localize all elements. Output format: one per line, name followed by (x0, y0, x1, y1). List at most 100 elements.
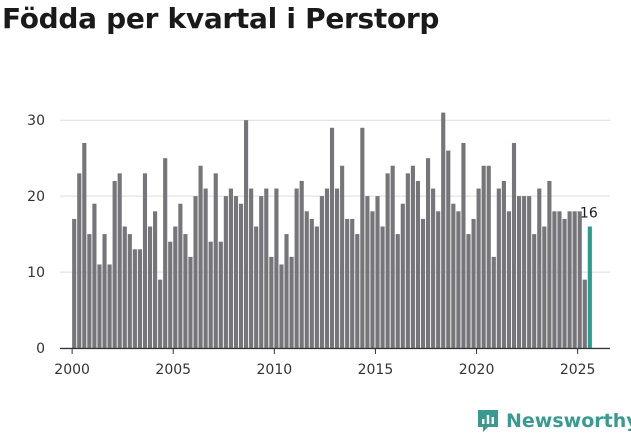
bar (72, 218, 77, 348)
bar (132, 249, 137, 348)
bar (254, 226, 259, 348)
bar (491, 256, 496, 348)
bar (329, 127, 335, 348)
bar (127, 234, 132, 348)
bar (415, 180, 421, 348)
bar (289, 256, 294, 348)
bar (259, 196, 264, 348)
bar (122, 226, 127, 348)
bar (567, 211, 572, 348)
bar (456, 211, 461, 348)
bar (425, 158, 431, 348)
bar (274, 188, 279, 348)
bar (117, 173, 122, 348)
bar (77, 173, 82, 348)
bar (244, 120, 249, 348)
bar (188, 256, 193, 348)
bar (446, 150, 451, 348)
bar (522, 196, 527, 348)
bar (350, 218, 355, 348)
bar (92, 203, 97, 348)
y-tick-label: 0 (36, 341, 45, 357)
bar (335, 188, 340, 348)
bar (486, 165, 491, 348)
latest-value-label: 16 (580, 206, 598, 222)
bar-latest (587, 226, 592, 348)
bar (158, 279, 163, 348)
bar (466, 234, 471, 348)
bar (142, 173, 148, 348)
bar (410, 165, 415, 348)
bar (314, 226, 319, 348)
bar (319, 196, 324, 348)
bar (137, 249, 142, 348)
bar (112, 180, 117, 348)
bar (431, 188, 436, 348)
bar (183, 234, 188, 348)
bar (309, 218, 314, 348)
bar (87, 234, 92, 348)
bar (552, 211, 557, 348)
bar (516, 196, 522, 348)
y-tick-label: 30 (27, 113, 45, 129)
bar (496, 188, 501, 348)
bar (198, 165, 203, 348)
bar (451, 203, 456, 348)
bar (547, 180, 552, 348)
bar (294, 188, 299, 348)
bar (97, 264, 102, 348)
bar (405, 173, 410, 348)
bar (223, 196, 228, 348)
bar (218, 241, 223, 348)
bar (527, 196, 532, 348)
annotations: 16 (580, 206, 598, 222)
bar (537, 188, 542, 348)
bar (436, 211, 441, 348)
bar (147, 226, 153, 348)
bar (360, 127, 365, 348)
bar (385, 173, 390, 348)
bars (72, 112, 592, 348)
bar (375, 196, 380, 348)
y-axis: 0 10 20 30 (27, 113, 45, 357)
bar (582, 279, 587, 348)
bar (340, 165, 345, 348)
bar (233, 196, 239, 348)
brand-name: Newsworthy (506, 410, 631, 432)
bar (238, 203, 244, 348)
bar (557, 211, 562, 348)
bar (203, 188, 208, 348)
bar (441, 112, 446, 348)
bar (299, 180, 304, 348)
bar (279, 264, 284, 348)
bar (400, 203, 405, 348)
bar (269, 256, 274, 348)
bar (542, 226, 547, 348)
bar (168, 241, 173, 348)
bar (228, 188, 233, 348)
bar (324, 188, 330, 348)
brand-logo: Newsworthy (476, 408, 631, 434)
bar (153, 211, 158, 348)
bar (501, 180, 506, 348)
bar (107, 264, 112, 348)
bar (511, 142, 517, 348)
x-tick-label: 2025 (560, 362, 596, 378)
bar (213, 173, 218, 348)
bar (249, 188, 254, 348)
bar (420, 218, 426, 348)
y-tick-label: 20 (27, 189, 45, 205)
bar (193, 196, 198, 348)
x-tick-label: 2000 (54, 362, 90, 378)
bar (562, 218, 567, 348)
bar (208, 241, 213, 348)
bar (365, 196, 370, 348)
bar (532, 234, 537, 348)
bar (572, 211, 577, 348)
bar (82, 142, 87, 348)
x-tick-label: 2015 (358, 362, 394, 378)
x-tick-label: 2010 (257, 362, 293, 378)
x-tick-label: 2005 (155, 362, 191, 378)
bar (173, 226, 178, 348)
